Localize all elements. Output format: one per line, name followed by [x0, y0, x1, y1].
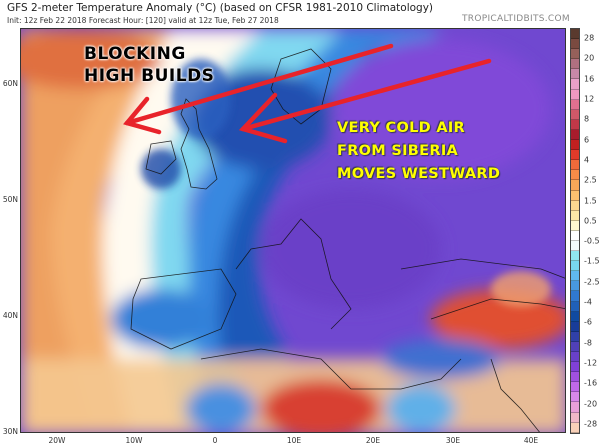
- colorbar-swatch: [571, 49, 579, 60]
- colorbar-label: -1.5: [584, 256, 600, 266]
- colorbar-label: 6: [584, 135, 590, 145]
- colorbar-swatch: [571, 331, 579, 342]
- lon-label: 10E: [286, 436, 302, 445]
- colorbar-swatch: [571, 220, 579, 231]
- colorbar-label: 0.5: [584, 216, 597, 226]
- map-subtitle: Init: 12z Feb 22 2018 Forecast Hour: [12…: [7, 16, 279, 25]
- colorbar-swatch: [571, 89, 579, 100]
- colorbar-swatch: [571, 311, 579, 322]
- map-title: GFS 2-meter Temperature Anomaly (°C) (ba…: [7, 2, 434, 14]
- colorbar-swatch: [571, 69, 579, 80]
- brand-watermark: TROPICALTIDBITS.COM: [462, 14, 570, 24]
- lat-label: 50N: [2, 195, 18, 204]
- colorbar-swatch: [571, 291, 579, 302]
- colorbar-swatch: [571, 180, 579, 191]
- colorbar-swatch: [571, 140, 579, 151]
- colorbar-swatch: [571, 160, 579, 171]
- colorbar-label: 16: [584, 74, 595, 84]
- lon-label: 20W: [48, 436, 66, 445]
- colorbar-label: -0.5: [584, 236, 600, 246]
- colorbar-swatch: [571, 251, 579, 262]
- lat-label: 30N: [2, 427, 18, 436]
- annotation-cold-air-line2: FROM SIBERIA: [337, 143, 459, 159]
- colorbar-swatch: [571, 362, 579, 373]
- colorbar-swatch: [571, 301, 579, 312]
- anomaly-field: [21, 29, 565, 432]
- colorbar-label: 8: [584, 114, 590, 124]
- colorbar-swatch: [571, 412, 579, 423]
- colorbar-swatch: [571, 422, 579, 433]
- colorbar-swatch: [571, 190, 579, 201]
- colorbar-label: -12: [584, 358, 598, 368]
- arrows: [123, 43, 492, 144]
- annotation-cold-air-line3: MOVES WESTWARD: [337, 166, 501, 182]
- colorbar-swatch: [571, 99, 579, 110]
- colorbar-swatch: [571, 79, 579, 90]
- colorbar-swatch: [571, 200, 579, 211]
- colorbar-label: -28: [584, 419, 598, 429]
- colorbar-label: 1.5: [584, 196, 597, 206]
- colorbar-swatch: [571, 321, 579, 332]
- annotation-blocking-line2: HIGH BUILDS: [84, 66, 215, 86]
- colorbar-swatch: [571, 230, 579, 241]
- colorbar-swatch: [571, 372, 579, 383]
- colorbar-label: -8: [584, 338, 592, 348]
- lon-label: 0: [212, 436, 218, 445]
- colorbar-swatch: [571, 261, 579, 272]
- colorbar-swatch: [571, 29, 579, 40]
- colorbar-swatch: [571, 39, 579, 50]
- annotation-blocking-line1: BLOCKING: [84, 44, 186, 64]
- colorbar-swatch: [571, 352, 579, 363]
- colorbar-label: -6: [584, 317, 592, 327]
- temperature-anomaly-map: [20, 28, 566, 433]
- colorbar-swatch: [571, 210, 579, 221]
- colorbar-swatch: [571, 129, 579, 141]
- annotation-cold-air-line1: VERY COLD AIR: [337, 120, 466, 136]
- lon-label: 10W: [125, 436, 143, 445]
- colorbar-swatch: [571, 341, 579, 352]
- colorbar-swatch: [571, 392, 579, 403]
- colorbar-swatch: [571, 170, 579, 181]
- colorbar-swatch: [571, 59, 579, 70]
- colorbar-swatch: [571, 109, 579, 120]
- lon-label: 40E: [523, 436, 539, 445]
- lat-label: 40N: [2, 311, 18, 320]
- lat-label: 60N: [2, 79, 18, 88]
- colorbar-swatch: [571, 119, 579, 130]
- colorbar-swatch: [571, 382, 579, 393]
- lon-label: 20E: [365, 436, 381, 445]
- colorbar-label: 2.5: [584, 175, 597, 185]
- colorbar-swatch: [571, 240, 579, 252]
- colorbar-swatch: [571, 281, 579, 292]
- lon-label: 30E: [445, 436, 461, 445]
- colorbar-label: -20: [584, 399, 598, 409]
- colorbar-swatch: [571, 402, 579, 413]
- colorbar-label: -2.5: [584, 277, 600, 287]
- colorbar-swatch: [571, 271, 579, 282]
- colorbar: [570, 28, 580, 434]
- colorbar-label: 4: [584, 155, 590, 165]
- colorbar-swatch: [571, 150, 579, 161]
- colorbar-label: -16: [584, 378, 598, 388]
- colorbar-label: 28: [584, 33, 595, 43]
- colorbar-label: 20: [584, 53, 595, 63]
- colorbar-label: 12: [584, 94, 595, 104]
- colorbar-label: -4: [584, 297, 592, 307]
